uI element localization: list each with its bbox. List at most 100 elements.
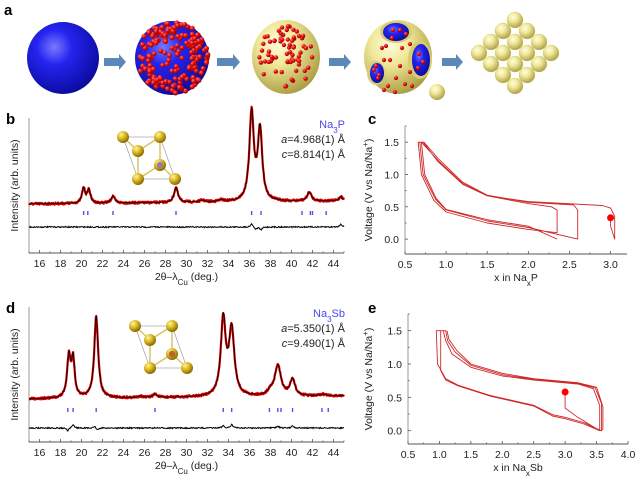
hollow-gold-shell	[364, 20, 445, 100]
red-particle	[381, 57, 387, 63]
na-atom	[132, 173, 144, 185]
lattice-a-part: =5.350(1) Å	[287, 322, 345, 335]
gold-sphere	[506, 33, 524, 51]
x-axis-title: 2θ–λCu (deg.)	[155, 271, 218, 287]
red-particle	[416, 51, 422, 57]
red-particle	[390, 27, 396, 33]
x-tick-label: 34	[223, 258, 235, 270]
red-particle	[306, 65, 311, 70]
y-axis-title-part: )	[363, 328, 375, 332]
red-particle	[146, 29, 152, 36]
red-particle	[190, 61, 196, 67]
x-axis-title-part: x	[526, 469, 530, 478]
red-particle	[420, 59, 426, 65]
x-tick-label: 2.5	[526, 449, 541, 461]
x-tick-label: 38	[265, 447, 277, 459]
x-tick-label: 34	[223, 447, 235, 459]
red-particle	[174, 43, 180, 48]
y-tick-label: 1.0	[384, 169, 399, 181]
panel-e-label: e	[368, 300, 376, 317]
red-particle	[303, 45, 309, 51]
x-tick-label: 16	[34, 447, 46, 459]
red-particles	[137, 20, 211, 96]
blue-sphere	[27, 22, 99, 94]
red-particle	[258, 60, 264, 65]
y-axis-title-part: Voltage (V vs Na/Na	[363, 147, 375, 242]
na-atom	[154, 131, 166, 143]
red-particle	[297, 58, 302, 64]
red-particle	[183, 33, 189, 39]
x-tick-label: 30	[181, 447, 193, 459]
lattice-c-part: =8.814(1) Å	[287, 148, 345, 161]
x-tick-label: 44	[328, 258, 340, 270]
red-particle	[147, 54, 153, 60]
gold-sphere	[518, 44, 536, 62]
lattice-a: a=5.350(1) Å	[281, 322, 346, 335]
blue-interior	[383, 23, 409, 41]
red-particle	[153, 28, 159, 34]
lattice-a-part: =4.968(1) Å	[287, 133, 345, 146]
red-particle	[148, 42, 154, 48]
gold-sphere	[494, 66, 512, 84]
red-particle	[196, 77, 202, 83]
red-particle	[399, 45, 405, 51]
gold-sphere	[506, 11, 524, 29]
red-particle	[303, 76, 308, 81]
red-particle	[381, 87, 387, 93]
compound-formula: Na3Sb	[313, 308, 345, 324]
red-particle	[294, 68, 299, 74]
x-tick-label: 26	[139, 258, 151, 270]
x-axis-title-part: P	[531, 272, 538, 284]
lattice-c-part: =9.490(1) Å	[287, 337, 345, 350]
gold-shell-sphere	[252, 20, 320, 94]
red-particle	[383, 43, 389, 49]
difference-curve	[28, 222, 345, 231]
panel-b-label: b	[6, 111, 15, 128]
red-particle	[262, 59, 268, 64]
gold-sphere	[518, 22, 536, 40]
red-particle	[280, 37, 285, 42]
y-tick-label: 0.5	[387, 392, 402, 404]
x-tick-label: 16	[34, 258, 46, 270]
x-tick-label: 26	[139, 447, 151, 459]
arrows	[104, 54, 463, 70]
red-particle	[165, 86, 171, 92]
na-atom	[117, 131, 129, 143]
red-particle	[291, 35, 297, 40]
red-particle	[160, 62, 166, 68]
x-tick-label: 4.0	[621, 449, 636, 461]
x-axis-title-part: Cu	[178, 467, 188, 476]
red-particle	[309, 55, 315, 60]
red-particle	[164, 21, 171, 27]
red-particle	[162, 50, 168, 56]
lattice-c-part: c	[282, 338, 288, 350]
lattice-a: a=4.968(1) Å	[281, 133, 346, 146]
red-particle	[266, 59, 271, 65]
red-particle	[409, 83, 415, 89]
x-axis-title-part: x in Na	[494, 272, 527, 284]
red-particle	[267, 39, 273, 44]
x-tick-label: 18	[55, 447, 67, 459]
x-tick-label: 2.0	[521, 259, 536, 271]
x-tick-label: 0.5	[401, 449, 416, 461]
red-particle	[279, 69, 284, 75]
voltage-curve-cycle-1	[417, 141, 616, 240]
red-particle	[145, 58, 152, 64]
y-axis-title-part: Voltage (V vs Na/Na	[363, 336, 375, 431]
x-tick-label: 32	[202, 447, 214, 459]
y-axis-title-part: )	[363, 139, 375, 143]
red-particle	[189, 84, 195, 90]
gold-sphere	[530, 33, 548, 51]
red-particle	[179, 74, 185, 80]
gold-sphere	[518, 66, 536, 84]
x-tick-label: 2.0	[495, 449, 510, 461]
red-particle	[189, 49, 195, 55]
red-particle	[296, 33, 302, 39]
red-particle	[147, 63, 153, 69]
lattice-a-part: a	[281, 134, 287, 146]
x-axis-title-part: Sb	[530, 462, 543, 474]
na-atom	[132, 145, 144, 157]
x-tick-label: 24	[118, 447, 130, 459]
y-tick-label: 0.0	[387, 426, 402, 438]
x-tick-label: 40	[286, 447, 298, 459]
